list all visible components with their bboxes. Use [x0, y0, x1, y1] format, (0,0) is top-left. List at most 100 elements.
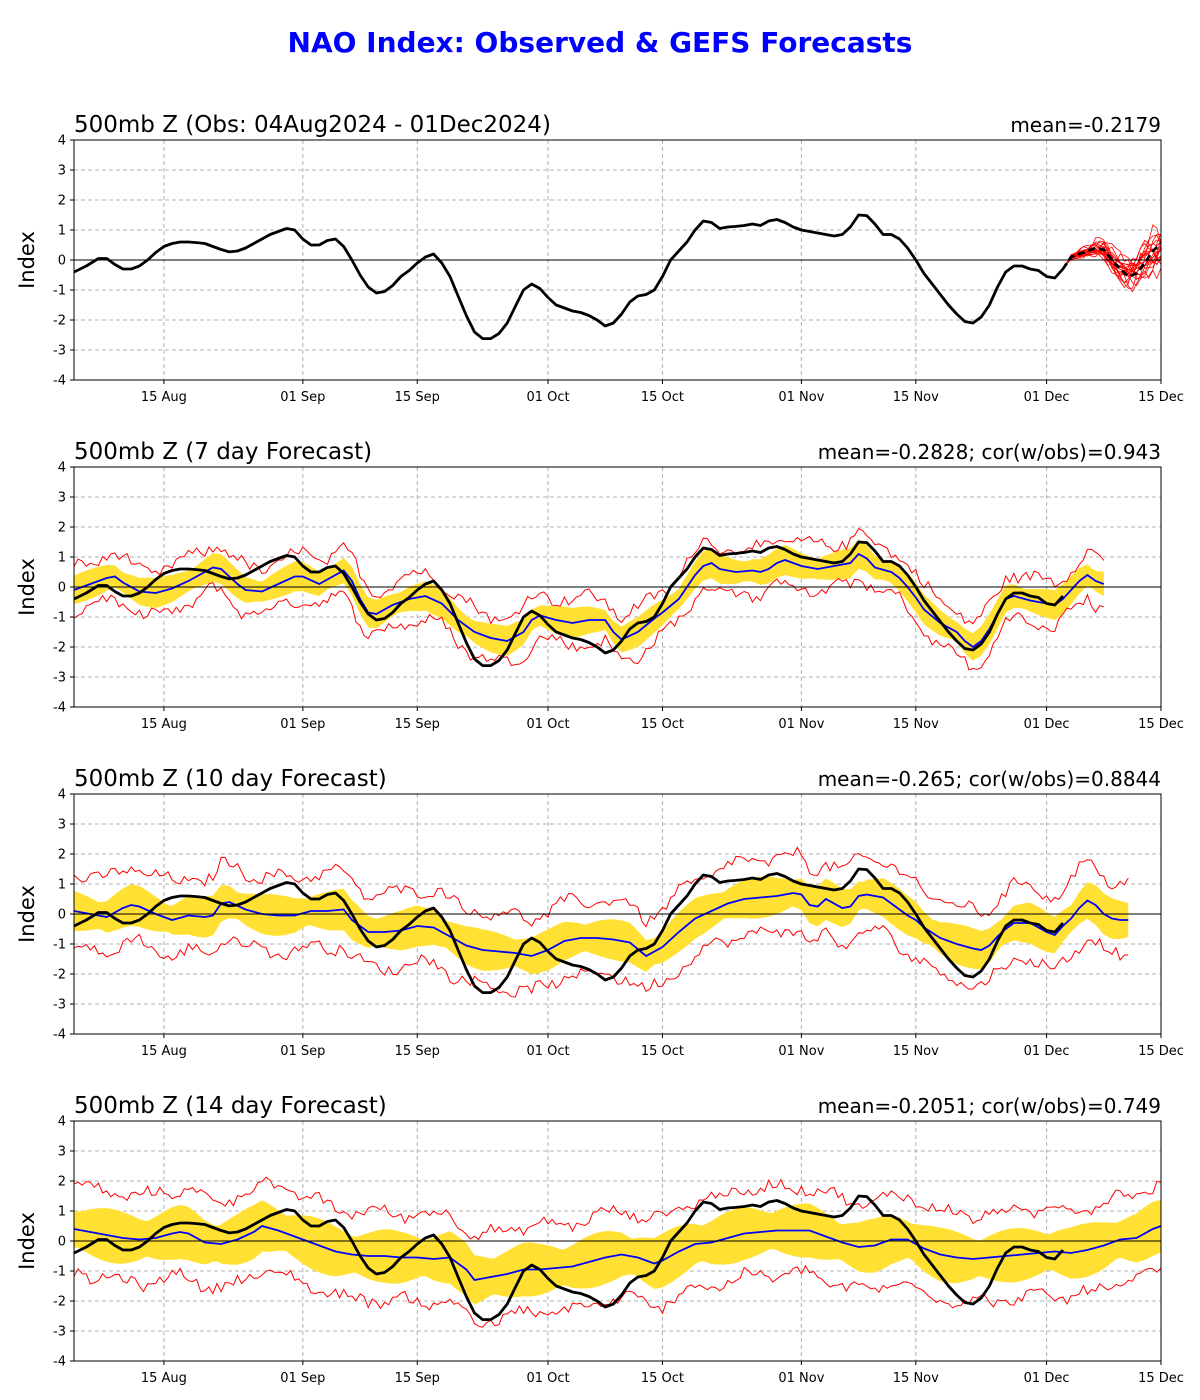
x-tick-label: 01 Sep [280, 1371, 325, 1386]
observed-line [74, 867, 1064, 994]
panel-title: 500mb Z (7 day Forecast) [74, 439, 372, 465]
panel-title: 500mb Z (10 day Forecast) [74, 766, 387, 792]
ensemble-member-line [1062, 243, 1161, 273]
y-axis-label: Index [15, 558, 39, 616]
observed-line [74, 540, 1064, 667]
x-tick-label: 01 Sep [280, 717, 325, 732]
x-tick-label: 15 Dec [1138, 390, 1184, 405]
x-tick-label: 01 Dec [1024, 717, 1070, 732]
y-tick-label: -1 [53, 1265, 66, 1280]
x-tick-label: 15 Oct [641, 717, 684, 732]
x-tick-label: 01 Sep [280, 1044, 325, 1059]
x-tick-label: 15 Nov [893, 1044, 939, 1059]
x-tick-label: 15 Aug [141, 390, 187, 405]
x-tick-label: 15 Nov [893, 1371, 939, 1386]
x-tick-label: 01 Nov [778, 1044, 824, 1059]
y-tick-label: 0 [58, 1235, 66, 1250]
x-tick-label: 15 Aug [141, 717, 187, 732]
y-tick-label: 3 [58, 164, 66, 179]
x-tick-label: 01 Oct [526, 717, 569, 732]
x-tick-label: 15 Nov [893, 717, 939, 732]
y-tick-label: 0 [58, 908, 66, 923]
x-tick-label: 01 Oct [526, 1371, 569, 1386]
panel-3: 500mb Z (10 day Forecast) mean=-0.265; co… [15, 766, 1184, 1059]
x-tick-label: 15 Dec [1138, 1371, 1184, 1386]
y-tick-label: 1 [58, 878, 66, 893]
y-tick-label: -3 [53, 998, 66, 1013]
plot-area [74, 846, 1129, 998]
min-line [74, 1264, 1161, 1328]
y-tick-label: 4 [58, 134, 66, 149]
x-tick-label: 01 Nov [778, 390, 824, 405]
forecast-mean-line [74, 1225, 1161, 1281]
panel-stat: mean=-0.2179 [1010, 113, 1161, 137]
x-tick-label: 15 Nov [893, 390, 939, 405]
y-tick-label: 2 [58, 521, 66, 536]
y-tick-label: 3 [58, 1145, 66, 1160]
panel-stat: mean=-0.265; cor(w/obs)=0.8844 [818, 767, 1161, 791]
x-tick-label: 01 Dec [1024, 1044, 1070, 1059]
x-tick-label: 01 Dec [1024, 390, 1070, 405]
y-tick-label: -1 [53, 938, 66, 953]
y-tick-label: -4 [53, 701, 66, 716]
spread-band [74, 1199, 1161, 1305]
y-tick-label: -4 [53, 374, 66, 389]
x-tick-label: 15 Oct [641, 390, 684, 405]
observed-line [74, 1194, 1064, 1321]
spread-band [74, 539, 1104, 661]
figure-title: NAO Index: Observed & GEFS Forecasts [288, 26, 913, 59]
forecast-mean-line [74, 892, 1129, 958]
x-tick-label: 15 Oct [641, 1371, 684, 1386]
panel-title: 500mb Z (Obs: 04Aug2024 - 01Dec2024) [74, 112, 551, 138]
y-tick-label: -2 [53, 641, 66, 656]
panel-stat: mean=-0.2051; cor(w/obs)=0.749 [818, 1094, 1161, 1118]
x-tick-label: 01 Oct [526, 390, 569, 405]
x-tick-label: 01 Nov [778, 717, 824, 732]
max-line [74, 1176, 1161, 1241]
y-axis-label: Index [15, 885, 39, 943]
y-tick-label: -3 [53, 671, 66, 686]
min-line [74, 924, 1129, 998]
y-tick-label: 1 [58, 1205, 66, 1220]
plot-area [74, 528, 1105, 671]
y-tick-label: -1 [53, 611, 66, 626]
y-tick-label: -2 [53, 968, 66, 983]
observed-line [74, 213, 1064, 340]
x-tick-label: 15 Sep [395, 1371, 440, 1386]
y-tick-label: -2 [53, 314, 66, 329]
y-tick-label: 4 [58, 461, 66, 476]
x-tick-label: 01 Nov [778, 1371, 824, 1386]
y-axis-label: Index [15, 231, 39, 289]
x-tick-label: 15 Sep [395, 390, 440, 405]
x-tick-label: 01 Sep [280, 390, 325, 405]
y-tick-label: 2 [58, 848, 66, 863]
panel-stat: mean=-0.2828; cor(w/obs)=0.943 [818, 440, 1161, 464]
y-tick-label: 2 [58, 194, 66, 209]
y-tick-label: 4 [58, 788, 66, 803]
y-tick-label: 4 [58, 1115, 66, 1130]
y-tick-label: -4 [53, 1028, 66, 1043]
ensemble-member-line [1062, 242, 1161, 278]
x-tick-label: 15 Aug [141, 1371, 187, 1386]
x-tick-label: 15 Oct [641, 1044, 684, 1059]
min-line [74, 577, 1104, 671]
ensemble-member-line [1062, 239, 1161, 277]
x-tick-label: 15 Dec [1138, 1044, 1184, 1059]
ensemble-member-line [1062, 249, 1161, 270]
x-tick-label: 15 Sep [395, 717, 440, 732]
plot-area [74, 1176, 1161, 1328]
y-tick-label: 2 [58, 1175, 66, 1190]
ensemble-member-line [1062, 233, 1161, 287]
y-tick-label: -2 [53, 1295, 66, 1310]
x-tick-label: 15 Dec [1138, 717, 1184, 732]
plot-area [74, 213, 1161, 340]
panel-title: 500mb Z (14 day Forecast) [74, 1093, 387, 1119]
x-tick-label: 01 Dec [1024, 1371, 1070, 1386]
x-tick-label: 15 Sep [395, 1044, 440, 1059]
y-tick-label: 3 [58, 491, 66, 506]
x-tick-label: 15 Aug [141, 1044, 187, 1059]
ensemble-member-line [1062, 237, 1161, 280]
y-tick-label: 1 [58, 551, 66, 566]
panel-1: 500mb Z (Obs: 04Aug2024 - 01Dec2024) mean… [15, 112, 1184, 405]
